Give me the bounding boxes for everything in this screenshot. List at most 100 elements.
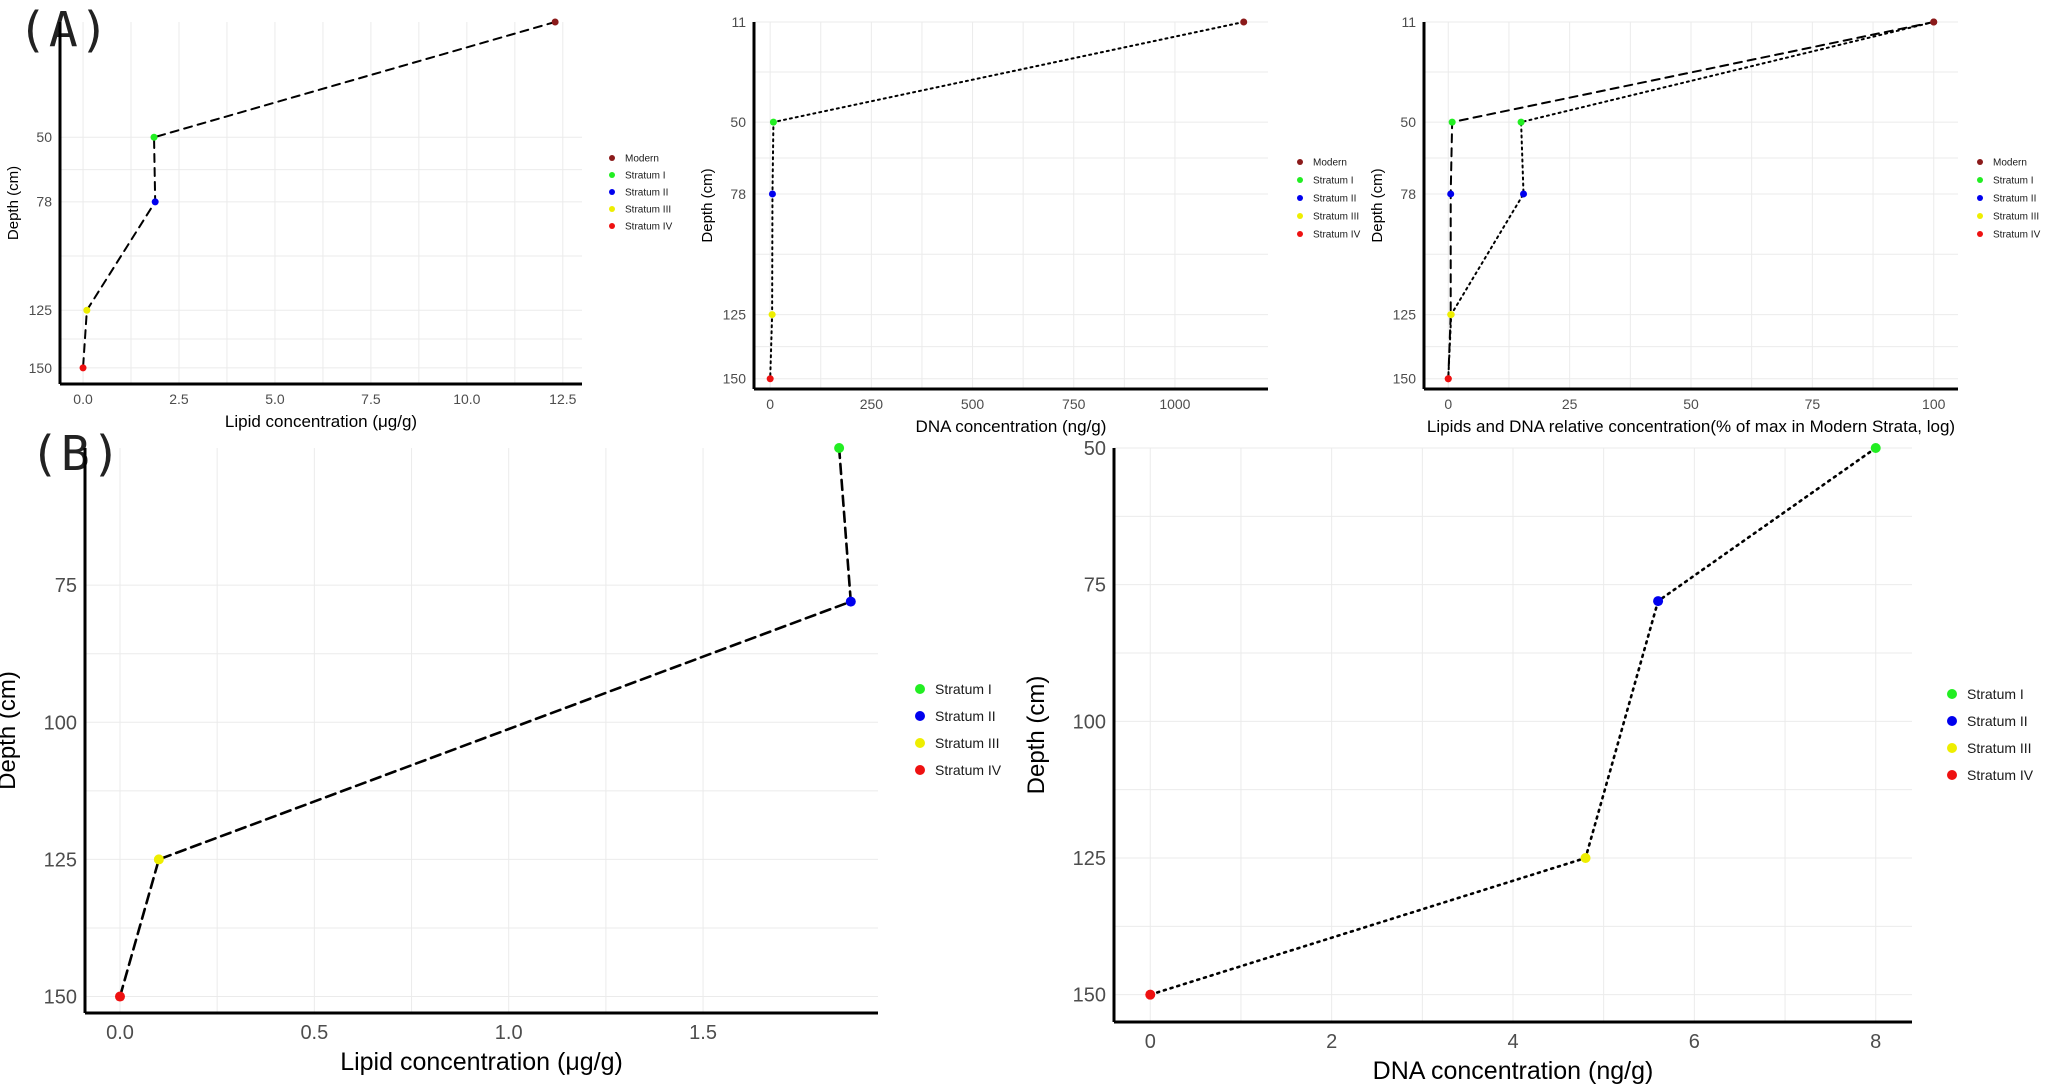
chart-2-series-1-point-1 — [1517, 118, 1525, 126]
chart-4-y-axis-title: Depth (cm) — [1023, 676, 1050, 795]
chart-1-series-0-point-0 — [1240, 18, 1248, 26]
chart-1-legend-label-3: Stratum III — [1313, 212, 1359, 223]
chart-4-legend-label-2: Stratum III — [1967, 740, 2032, 756]
chart-3-ytick-label-2: 125 — [44, 849, 77, 871]
chart-1-legend-label-2: Stratum II — [1313, 194, 1356, 205]
chart-2-legend-key-0 — [1977, 159, 1983, 165]
chart-2-series-1-point-2 — [1520, 190, 1528, 198]
chart-3-xtick-label-2: 1.0 — [495, 1022, 523, 1044]
chart-1-xtick-label-2: 500 — [961, 396, 985, 412]
chart-2-xtick-label-4: 100 — [1922, 396, 1946, 412]
chart-0-y-axis-title: Depth (cm) — [5, 166, 22, 240]
chart-3-series-0-line — [118, 446, 853, 998]
chart-0-ytick-label-3: 150 — [29, 360, 53, 376]
chart-3-xtick-label-0: 0.0 — [106, 1022, 134, 1044]
chart-0-xtick-label-4: 10.0 — [453, 391, 480, 407]
chart-1-series-0-point-4 — [766, 375, 774, 383]
chart-2-ytick-label-4: 150 — [1393, 371, 1417, 387]
chart-3-ytick-label-3: 150 — [44, 987, 77, 1009]
chart-1-ytick-label-2: 78 — [730, 186, 746, 202]
chart-3-legend-label-0: Stratum I — [935, 681, 992, 697]
chart-4-series-0-point-2 — [1580, 853, 1591, 863]
chart-4-legend-key-3 — [1947, 770, 1957, 780]
chart-3-xtick-label-3: 1.5 — [689, 1022, 717, 1044]
chart-1-legend-key-1 — [1297, 177, 1303, 183]
chart-1-legend-label-4: Stratum IV — [1313, 230, 1361, 241]
chart-2-legend-label-4: Stratum IV — [1993, 230, 2041, 241]
chart-4-legend-key-0 — [1947, 689, 1957, 699]
chart-4-xtick-label-1: 2 — [1326, 1031, 1337, 1053]
chart-1-series-0-point-3 — [768, 311, 776, 319]
chart-0-series-0-point-1 — [150, 133, 158, 141]
chart-4-series-0-point-1 — [1653, 596, 1664, 607]
chart-0-series-0-point-3 — [83, 306, 91, 314]
chart-2-y-axis-title: Depth (cm) — [1369, 168, 1386, 242]
chart-4-legend-key-2 — [1947, 743, 1957, 753]
chart-4-series-0-point-3 — [1145, 989, 1156, 1000]
chart-0-legend-label-4: Stratum IV — [625, 222, 673, 233]
chart-1-legend-key-3 — [1297, 213, 1303, 219]
chart-0-legend-key-3 — [609, 206, 615, 212]
chart-2-legend-key-3 — [1977, 213, 1983, 219]
chart-3-legend-key-0 — [915, 684, 925, 694]
chart-4-ytick-label-3: 125 — [1073, 848, 1106, 870]
chart-2-legend-label-0: Modern — [1993, 158, 2027, 169]
chart-0-xtick-label-1: 2.5 — [169, 391, 189, 407]
chart-3-series-0-point-2 — [153, 854, 164, 865]
chart-3-x-axis-title: Lipid concentration (μg/g) — [340, 1048, 623, 1076]
chart-1-legend-key-0 — [1297, 159, 1303, 165]
chart-0-legend-key-1 — [609, 172, 615, 178]
chart-1-ytick-label-1: 50 — [730, 114, 746, 130]
chart-2-xtick-label-0: 0 — [1444, 396, 1452, 412]
chart-2-legend-key-2 — [1977, 195, 1983, 201]
chart-2-ytick-label-2: 78 — [1400, 186, 1416, 202]
chart-3-legend-key-1 — [915, 711, 925, 721]
chart-3-series-0-point-0 — [834, 443, 845, 453]
chart-1-ytick-label-3: 125 — [723, 306, 747, 322]
chart-2-legend-label-2: Stratum II — [1993, 194, 2036, 205]
chart-2-series-1-point-0 — [1930, 18, 1938, 26]
chart-0-ytick-label-2: 125 — [29, 302, 53, 318]
chart-0-legend-key-2 — [609, 189, 615, 195]
chart-4-xtick-label-0: 0 — [1145, 1031, 1156, 1053]
chart-4-legend-label-3: Stratum IV — [1967, 767, 2034, 783]
chart-1-series-0-point-1 — [769, 118, 777, 126]
chart-2-legend-key-4 — [1977, 231, 1983, 237]
chart-0-series-0-point-0 — [551, 18, 559, 26]
chart-4-legend-key-1 — [1947, 716, 1957, 726]
chart-3-legend-label-1: Stratum II — [935, 708, 996, 724]
chart-2-legend-label-1: Stratum I — [1993, 176, 2034, 187]
chart-0-xtick-label-3: 7.5 — [361, 391, 381, 407]
chart-4-legend-label-1: Stratum II — [1967, 713, 2028, 729]
chart-1-legend-key-4 — [1297, 231, 1303, 237]
chart-2-ytick-label-0: 11 — [1401, 14, 1416, 30]
chart-2-xtick-label-2: 50 — [1683, 396, 1699, 412]
chart-1-ytick-label-4: 150 — [723, 371, 747, 387]
chart-2-ytick-label-3: 125 — [1393, 306, 1417, 322]
chart-4-ytick-label-4: 150 — [1073, 985, 1106, 1007]
chart-4-series-0-line — [1148, 446, 1878, 996]
chart-1-x-axis-title: DNA concentration (ng/g) — [916, 417, 1107, 436]
chart-2-legend-key-1 — [1977, 177, 1983, 183]
chart-1-y-axis-title: Depth (cm) — [699, 168, 716, 242]
chart-0-x-axis-title: Lipid concentration (μg/g) — [225, 412, 417, 431]
chart-0-xtick-label-2: 5.0 — [265, 391, 285, 407]
chart-0-ytick-label-0: 50 — [36, 129, 52, 145]
chart-0-legend-label-2: Stratum II — [625, 188, 668, 199]
chart-3-series-0-point-3 — [114, 991, 125, 1002]
chart-2-series-0-point-1 — [1448, 118, 1456, 126]
chart-1-xtick-label-3: 750 — [1062, 396, 1086, 412]
chart-2-series-1-line — [1447, 21, 1935, 380]
chart-2-x-axis-title: Lipids and DNA relative concentration(% … — [1427, 417, 1955, 436]
chart-2-series-0-point-2 — [1447, 190, 1455, 198]
chart-1-legend-label-1: Stratum I — [1313, 176, 1354, 187]
chart-2-legend-label-3: Stratum III — [1993, 212, 2039, 223]
chart-4-x-axis-title: DNA concentration (ng/g) — [1373, 1057, 1654, 1085]
chart-0-xtick-label-5: 12.5 — [549, 391, 576, 407]
chart-1-xtick-label-1: 250 — [860, 396, 884, 412]
chart-3-series-0-point-1 — [845, 596, 856, 607]
chart-1-xtick-label-4: 1000 — [1159, 396, 1190, 412]
chart-0-series-0-point-2 — [151, 198, 159, 206]
chart-1-legend-key-2 — [1297, 195, 1303, 201]
